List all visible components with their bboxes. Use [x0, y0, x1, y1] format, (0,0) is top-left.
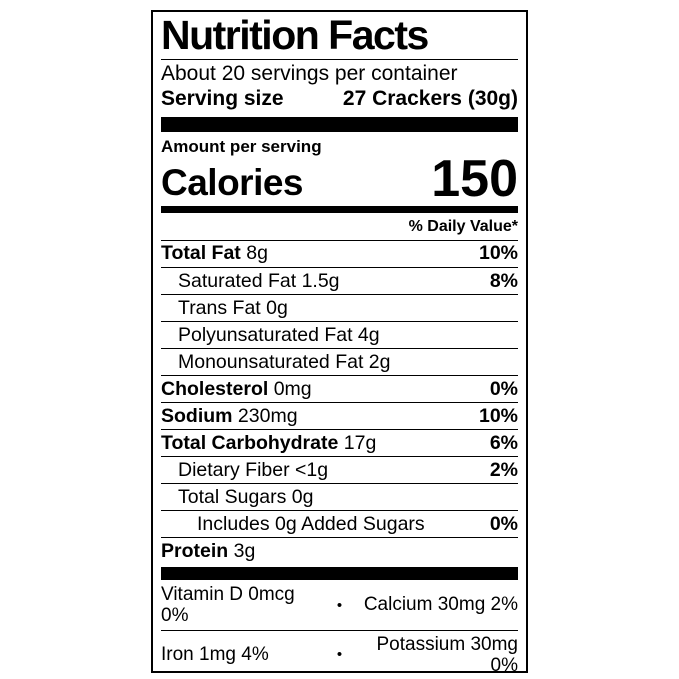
nutrient-amount: 230mg	[237, 404, 298, 427]
daily-value: 0%	[489, 512, 518, 535]
calcium-value: Calcium 30mg 2%	[363, 594, 518, 616]
divider-thick-bottom	[161, 566, 518, 580]
nutrient-amount: 17g	[343, 431, 377, 454]
row-total-sugars: Total Sugars 0g	[161, 484, 518, 512]
row-dietary-fiber: Dietary Fiber <1g 2%	[161, 457, 518, 485]
daily-value: 10%	[478, 242, 518, 265]
nutrient-name: Includes 0g Added Sugars	[161, 512, 425, 535]
nutrient-amount: Trans Fat 0g	[178, 296, 288, 319]
row-cholesterol: Cholesterol 0mg 0%	[161, 376, 518, 404]
calories-label: Calories	[161, 161, 304, 203]
vitamin-row-1: Vitamin D 0mcg 0% • Calcium 30mg 2%	[161, 582, 518, 632]
nutrient-amount: Total Sugars 0g	[178, 485, 314, 508]
nutrient-table: Total Fat 8g 10% Saturated Fat 1.5g 8% T…	[161, 241, 518, 565]
nutrient-amount: Includes 0g Added Sugars	[197, 512, 425, 535]
vitamin-row-2: Iron 1mg 4% • Potassium 30mg 0%	[161, 631, 518, 673]
nutrient-name: Dietary Fiber <1g	[161, 458, 329, 481]
row-saturated-fat: Saturated Fat 1.5g 8%	[161, 268, 518, 296]
nutrient-name: Saturated Fat 1.5g	[161, 269, 340, 292]
serving-size-row: Serving size 27 Crackers (30g)	[161, 86, 518, 113]
row-added-sugars: Includes 0g Added Sugars 0%	[161, 511, 518, 539]
vitamin-d-value: Vitamin D 0mcg 0%	[161, 584, 295, 626]
serving-size-label: Serving size	[161, 86, 284, 110]
amount-per-serving-label: Amount per serving	[161, 137, 322, 157]
nutrient-name: Trans Fat 0g	[161, 296, 288, 319]
servings-per-container: About 20 servings per container	[161, 61, 458, 85]
nutrient-name: Polyunsaturated Fat 4g	[161, 323, 380, 346]
row-trans-fat: Trans Fat 0g	[161, 295, 518, 323]
daily-value: 2%	[489, 458, 518, 481]
row-protein: Protein 3g	[161, 538, 518, 564]
potassium-value: Potassium 30mg 0%	[376, 633, 518, 673]
row-polyunsaturated-fat: Polyunsaturated Fat 4g	[161, 322, 518, 350]
calories-row: Calories 150	[161, 149, 518, 208]
bullet-separator: •	[336, 646, 343, 664]
serving-size-value: 27 Crackers (30g)	[342, 86, 518, 110]
calories-value: 150	[431, 149, 518, 208]
nutrient-name: Protein 3g	[161, 539, 256, 562]
nutrient-amount: Saturated Fat 1.5g	[178, 269, 340, 292]
row-total-carbohydrate: Total Carbohydrate 17g 6%	[161, 430, 518, 458]
nutrient-name-bold: Total Fat	[161, 242, 241, 265]
nutrient-amount: Polyunsaturated Fat 4g	[178, 323, 380, 346]
nutrient-name: Total Sugars 0g	[161, 485, 314, 508]
bullet-separator: •	[336, 596, 343, 614]
divider-thick-top	[161, 117, 518, 133]
nutrient-name: Cholesterol 0mg	[161, 377, 312, 400]
nutrient-name-bold: Protein	[161, 539, 229, 562]
nutrient-name-bold: Cholesterol	[161, 377, 269, 400]
nutrient-name: Monounsaturated Fat 2g	[161, 350, 391, 373]
nutrition-facts-label: Nutrition Facts About 20 servings per co…	[151, 10, 528, 673]
divider-medium-1	[161, 205, 518, 213]
nutrient-amount: Monounsaturated Fat 2g	[178, 350, 391, 373]
nutrient-name-bold: Sodium	[161, 404, 233, 427]
nutrient-name-bold: Total Carbohydrate	[161, 431, 339, 454]
nutrient-amount: 8g	[246, 242, 268, 265]
daily-value-header: % Daily Value*	[161, 215, 518, 241]
nutrient-name: Total Fat 8g	[161, 243, 268, 264]
daily-value: 8%	[489, 269, 518, 292]
nutrient-amount: 3g	[233, 539, 256, 562]
nutrient-name: Sodium 230mg	[161, 404, 298, 427]
iron-value: Iron 1mg 4%	[161, 644, 269, 666]
daily-value: 10%	[478, 404, 518, 427]
label-title: Nutrition Facts	[161, 14, 518, 60]
daily-value: 0%	[489, 377, 518, 400]
daily-value: 6%	[489, 431, 518, 454]
row-monounsaturated-fat: Monounsaturated Fat 2g	[161, 349, 518, 377]
nutrient-amount: Dietary Fiber <1g	[178, 458, 329, 481]
row-sodium: Sodium 230mg 10%	[161, 403, 518, 431]
nutrient-amount: 0mg	[273, 377, 312, 400]
row-total-fat: Total Fat 8g 10%	[161, 241, 518, 269]
nutrient-name: Total Carbohydrate 17g	[161, 431, 377, 454]
